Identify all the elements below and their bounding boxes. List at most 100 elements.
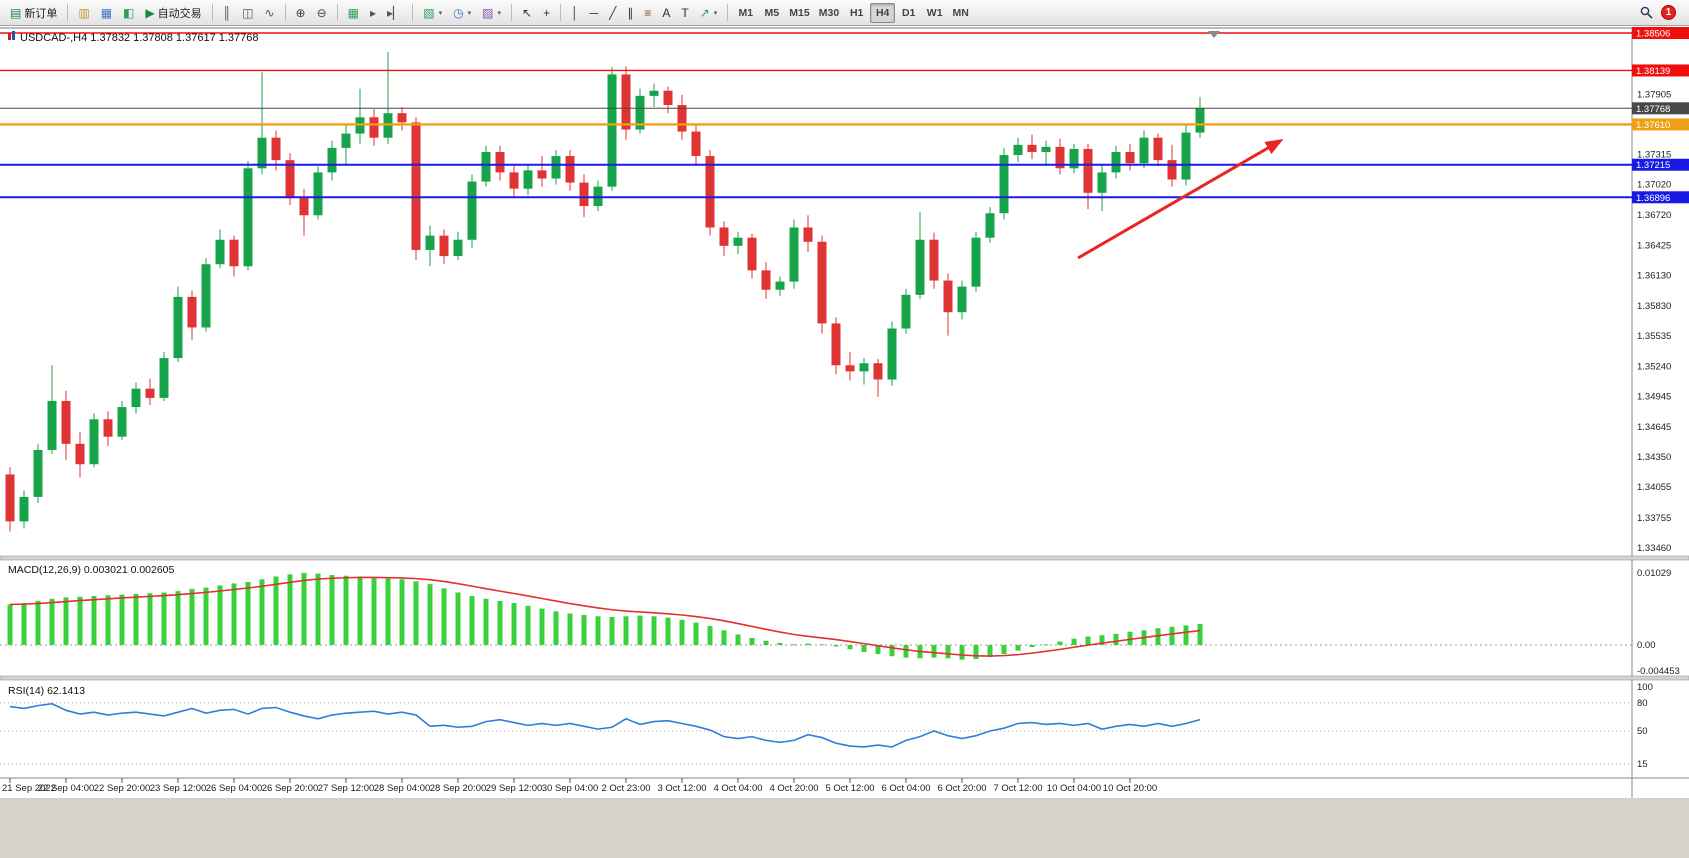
navigator-button[interactable]: ◧: [118, 3, 139, 23]
fibonacci-retracement-icon: ≡: [644, 5, 652, 20]
macd-label: MACD(12,26,9) 0.003021 0.002605: [8, 564, 175, 576]
trend-arrow-annotation[interactable]: [1077, 138, 1284, 260]
chart-shift-icon: ▸▏: [387, 5, 403, 20]
window-footer: [0, 798, 1689, 858]
chevron-down-icon: ▾: [713, 9, 718, 17]
rsi-line: [9, 702, 1201, 748]
svg-text:4 Oct 20:00: 4 Oct 20:00: [769, 783, 818, 794]
chart-background: [0, 26, 1689, 858]
search-button[interactable]: [1635, 3, 1658, 23]
zoom-out-button[interactable]: ⊖: [312, 3, 332, 23]
svg-text:22 Sep 20:00: 22 Sep 20:00: [94, 783, 151, 794]
page-title: USDCAD-,H4 1.37832 1.37808 1.37617 1.377…: [20, 32, 259, 44]
auto-trading-button[interactable]: ▶ 自动交易: [140, 3, 206, 23]
svg-text:10 Oct 04:00: 10 Oct 04:00: [1047, 783, 1101, 794]
svg-text:15: 15: [1637, 759, 1648, 770]
zoom-in-button[interactable]: ⊕: [291, 3, 311, 23]
auto-scroll-button[interactable]: ▸: [365, 3, 381, 23]
svg-text:80: 80: [1637, 698, 1648, 709]
timeframe-m15-button[interactable]: M15: [785, 3, 813, 23]
symbol-icon: [8, 33, 11, 40]
horizontal-line-button[interactable]: ─: [585, 3, 604, 23]
price-level-tag: [1632, 191, 1689, 204]
auto-trading-icon: ▶: [145, 5, 155, 20]
macd-pane: 0.01029 0.00 -0.004453 MACD(12,26,9) 0.0030…: [0, 564, 1680, 677]
text-label-button[interactable]: T: [676, 3, 693, 23]
arrows-icon: ↗: [699, 5, 710, 20]
cursor-icon: ↖: [522, 5, 533, 20]
svg-text:5 Oct 12:00: 5 Oct 12:00: [825, 783, 874, 794]
line-chart-button[interactable]: ∿: [259, 3, 279, 23]
profiles-button[interactable]: ▥: [73, 3, 94, 23]
fibonacci-retracement-button[interactable]: ≡: [639, 3, 656, 23]
svg-text:3 Oct 12:00: 3 Oct 12:00: [657, 783, 706, 794]
timeframe-m1-button[interactable]: M1: [733, 3, 758, 23]
svg-text:10 Oct 20:00: 10 Oct 20:00: [1103, 783, 1157, 794]
new-chart-icon: ▧: [423, 5, 435, 20]
svg-text:1.36425: 1.36425: [1637, 240, 1671, 251]
period-menu-button[interactable]: ◷ ▾: [448, 3, 476, 23]
timeframe-m30-button[interactable]: M30: [815, 3, 843, 23]
crosshair-button[interactable]: +: [538, 3, 555, 23]
navigator-icon: ◧: [123, 5, 135, 20]
zoom-in-icon: ⊕: [295, 5, 306, 20]
rsi-label: RSI(14) 62.1413: [8, 685, 85, 697]
chevron-down-icon: ▾: [497, 9, 502, 17]
svg-text:1.37020: 1.37020: [1637, 180, 1671, 191]
profiles-icon: ▥: [78, 5, 90, 20]
svg-text:1.34945: 1.34945: [1637, 391, 1671, 402]
pane-splitter-macd[interactable]: [0, 555, 1689, 561]
toolbar-separator: [67, 4, 69, 21]
notification-badge[interactable]: 1: [1661, 5, 1676, 20]
search-icon: [1640, 6, 1653, 19]
trend-line-button[interactable]: ╱: [604, 3, 621, 23]
svg-text:6 Oct 04:00: 6 Oct 04:00: [881, 783, 930, 794]
zoom-out-icon: ⊖: [316, 5, 327, 20]
price-levels: 1.38506 1.38139 1.37768 1.37610 1.37215 1.368…: [0, 27, 1689, 204]
trend-line-icon: ╱: [609, 5, 617, 20]
ohlc-bars-icon: ║: [222, 5, 232, 20]
timeframe-h4-button[interactable]: H4: [870, 2, 896, 23]
vertical-line-button[interactable]: │: [566, 3, 584, 23]
template-menu-button[interactable]: ▨ ▾: [477, 3, 506, 23]
timeframe-m5-button[interactable]: M5: [759, 3, 784, 23]
arrows-button[interactable]: ↗ ▾: [695, 3, 723, 23]
toolbar-group-panels: ▥ ▦ ◧: [73, 3, 139, 23]
ohlc-bars-button[interactable]: ║: [218, 3, 237, 23]
svg-text:4 Oct 04:00: 4 Oct 04:00: [713, 783, 762, 794]
cursor-button[interactable]: ↖: [517, 3, 537, 23]
new-order-button[interactable]: ▤ 新订单: [5, 3, 62, 23]
timeframe-d1-button[interactable]: D1: [896, 3, 921, 23]
pane-splitter-rsi[interactable]: [0, 675, 1689, 681]
svg-text:28 Sep 04:00: 28 Sep 04:00: [374, 783, 431, 794]
new-chart-button[interactable]: ▧ ▾: [418, 3, 447, 23]
timeframe-mn-button[interactable]: MN: [948, 3, 973, 23]
horizontal-line-icon: ─: [589, 5, 599, 20]
timeframe-w1-button[interactable]: W1: [922, 3, 947, 23]
text-icon: A: [662, 5, 671, 20]
toolbar: ▤ 新订单 ▥ ▦ ◧ ▶ 自动交易 ║ ◫ ∿ ⊕ ⊖ ▦ ▸ ▸▏ ▧ ▾ ◷ ▾ ▨ ▾ ↖ + │ ─ ╱ ∥ ≡ A…: [0, 0, 1689, 26]
candlestick-chart-button[interactable]: ◫: [237, 3, 258, 23]
equidistant-channel-button[interactable]: ∥: [622, 3, 638, 23]
price-level-tag: [1632, 118, 1689, 131]
market-watch-button[interactable]: ▦: [96, 3, 117, 23]
svg-text:1.33460: 1.33460: [1637, 543, 1671, 554]
svg-text:1.38506: 1.38506: [1636, 29, 1670, 40]
price-level-tag: [1632, 27, 1689, 39]
chart-shift-button[interactable]: ▸▏: [382, 3, 407, 23]
svg-text:-0.004453: -0.004453: [1637, 666, 1680, 677]
svg-text:1.34645: 1.34645: [1637, 422, 1671, 433]
text-button[interactable]: A: [657, 3, 675, 23]
equidistant-channel-icon: ∥: [627, 5, 634, 20]
macd-signal-line: [9, 576, 1201, 657]
timeframe-h1-button[interactable]: H1: [844, 3, 869, 23]
tile-windows-button[interactable]: ▦: [343, 3, 364, 23]
chevron-down-icon: ▾: [438, 9, 443, 17]
svg-text:1.34350: 1.34350: [1637, 452, 1671, 463]
toolbar-separator: [412, 4, 414, 21]
chart-shift-marker[interactable]: [1208, 31, 1220, 38]
svg-text:1.35240: 1.35240: [1637, 361, 1671, 372]
